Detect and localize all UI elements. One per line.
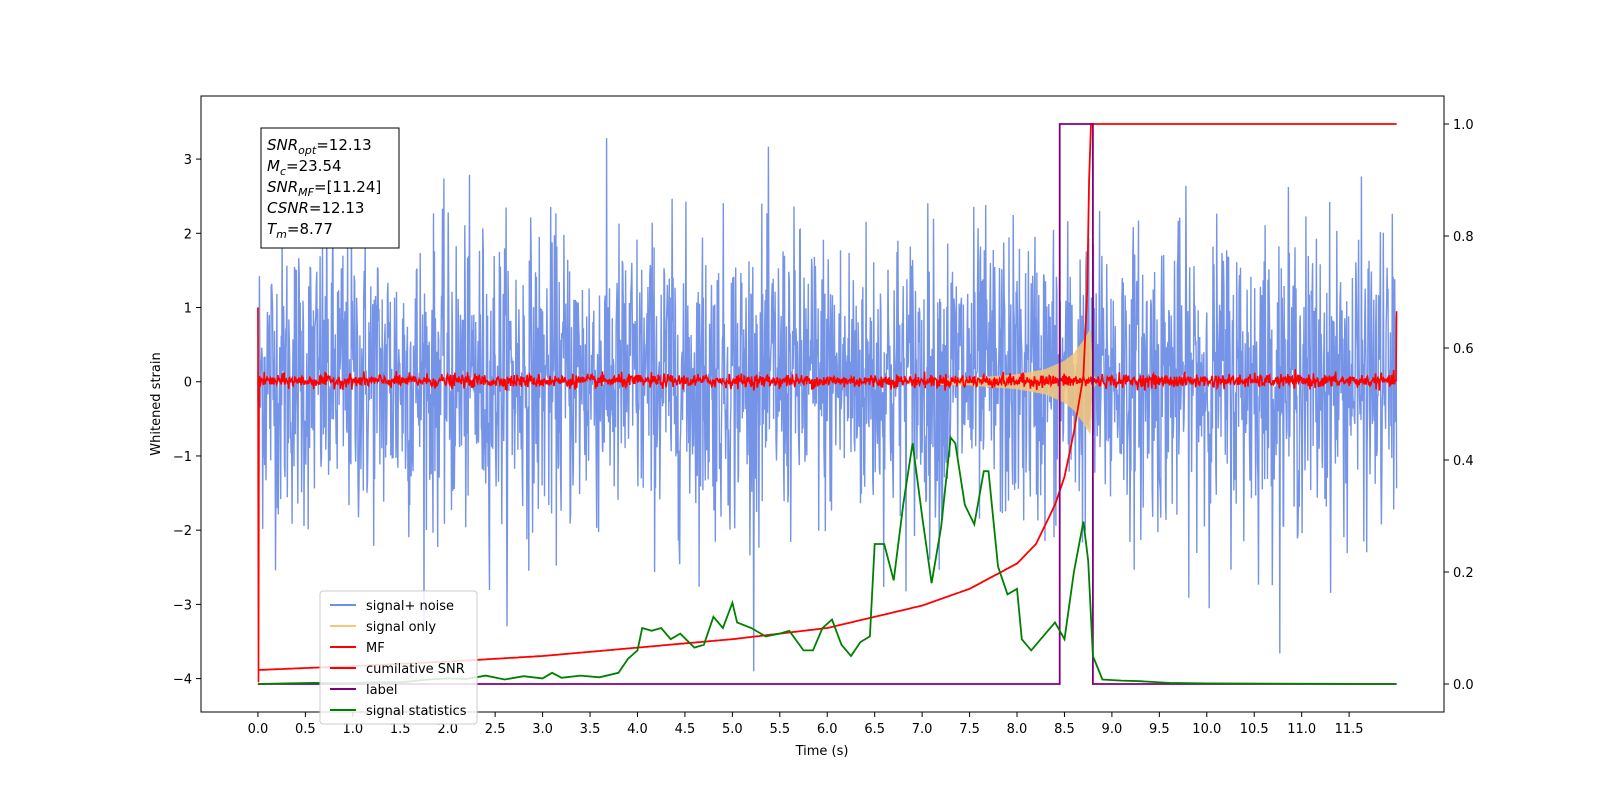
x-tick-label: 6.5 bbox=[864, 722, 885, 737]
y-axis-left: −4 −3 −2 −1 0 1 2 3 bbox=[173, 153, 201, 688]
x-tick-label: 11.5 bbox=[1335, 722, 1364, 737]
legend-label: MF bbox=[366, 641, 385, 656]
y2-tick-label: 1.0 bbox=[1453, 118, 1474, 133]
y-tick-label: −2 bbox=[173, 524, 192, 539]
y-tick-label: 0 bbox=[184, 376, 192, 391]
y2-tick-label: 0.0 bbox=[1453, 678, 1474, 693]
annotation-box: SNRopt=12.13Mc=23.54SNRMF=[11.24]CSNR=12… bbox=[260, 127, 400, 249]
y-tick-label: 3 bbox=[184, 153, 192, 168]
y-tick-label: −4 bbox=[173, 673, 192, 688]
x-tick-label: 2.5 bbox=[485, 722, 506, 737]
annotation-line: SNRopt=12.13 bbox=[267, 136, 372, 157]
legend-label: signal only bbox=[366, 620, 436, 635]
annotation-line: SNRMF=[11.24] bbox=[267, 178, 381, 199]
x-tick-label: 9.0 bbox=[1102, 722, 1123, 737]
series-mf-line bbox=[257, 307, 1398, 683]
plot-area bbox=[200, 95, 1445, 713]
x-tick-label: 10.5 bbox=[1240, 722, 1269, 737]
x-tick-label: 11.0 bbox=[1287, 722, 1316, 737]
legend-label: signal+ noise bbox=[366, 599, 454, 614]
series-label-line bbox=[257, 123, 1397, 685]
x-tick-label: 7.0 bbox=[912, 722, 933, 737]
x-tick-label: 6.0 bbox=[817, 722, 838, 737]
y-tick-label: 2 bbox=[184, 227, 192, 242]
y-tick-label: −1 bbox=[173, 450, 192, 465]
annotation-line: Tm=8.77 bbox=[267, 220, 333, 241]
annotation-line: Mc=23.54 bbox=[267, 157, 342, 178]
legend-label: cumilative SNR bbox=[366, 662, 465, 677]
series-signal-only-line bbox=[940, 330, 1099, 434]
y2-tick-label: 0.6 bbox=[1453, 342, 1474, 357]
y2-tick-label: 0.2 bbox=[1453, 566, 1474, 581]
x-axis: 0.0 0.5 1.0 1.5 2.0 2.5 3.0 3.5 4.0 4.5 5.0 5.5 6.0 6… bbox=[248, 712, 1364, 737]
series-signal-statistics-line bbox=[257, 435, 1397, 685]
x-tick-label: 8.0 bbox=[1007, 722, 1028, 737]
x-tick-label: 4.5 bbox=[675, 722, 696, 737]
x-tick-label: 0.5 bbox=[295, 722, 316, 737]
y-tick-label: 1 bbox=[184, 302, 192, 317]
y-axis-title: Whitened strain bbox=[149, 352, 164, 455]
x-tick-label: 1.5 bbox=[390, 722, 411, 737]
x-tick-label: 8.5 bbox=[1054, 722, 1075, 737]
x-tick-label: 7.5 bbox=[959, 722, 980, 737]
x-tick-label: 2.0 bbox=[437, 722, 458, 737]
x-tick-label: 9.5 bbox=[1149, 722, 1170, 737]
x-tick-label: 1.0 bbox=[342, 722, 363, 737]
y2-tick-label: 0.8 bbox=[1453, 230, 1474, 245]
x-tick-label: 3.0 bbox=[532, 722, 553, 737]
legend-label: label bbox=[366, 683, 397, 698]
series-signal-noise-line bbox=[257, 138, 1398, 672]
legend-label: signal statistics bbox=[366, 704, 467, 719]
y2-tick-label: 0.4 bbox=[1453, 454, 1474, 469]
x-axis-title: Time (s) bbox=[795, 744, 849, 759]
x-tick-label: 3.5 bbox=[580, 722, 601, 737]
x-tick-label: 4.0 bbox=[627, 722, 648, 737]
x-tick-label: 5.0 bbox=[722, 722, 743, 737]
y-tick-label: −3 bbox=[173, 598, 192, 613]
x-tick-label: 10.0 bbox=[1192, 722, 1221, 737]
annotation-line: CSNR=12.13 bbox=[267, 199, 364, 217]
legend: signal+ noise signal only MF cumilative SNR… bbox=[319, 590, 478, 725]
x-tick-label: 5.5 bbox=[769, 722, 790, 737]
y-axis-right: 0.0 0.2 0.4 0.6 0.8 1.0 bbox=[1444, 118, 1474, 693]
x-tick-label: 0.0 bbox=[248, 722, 269, 737]
